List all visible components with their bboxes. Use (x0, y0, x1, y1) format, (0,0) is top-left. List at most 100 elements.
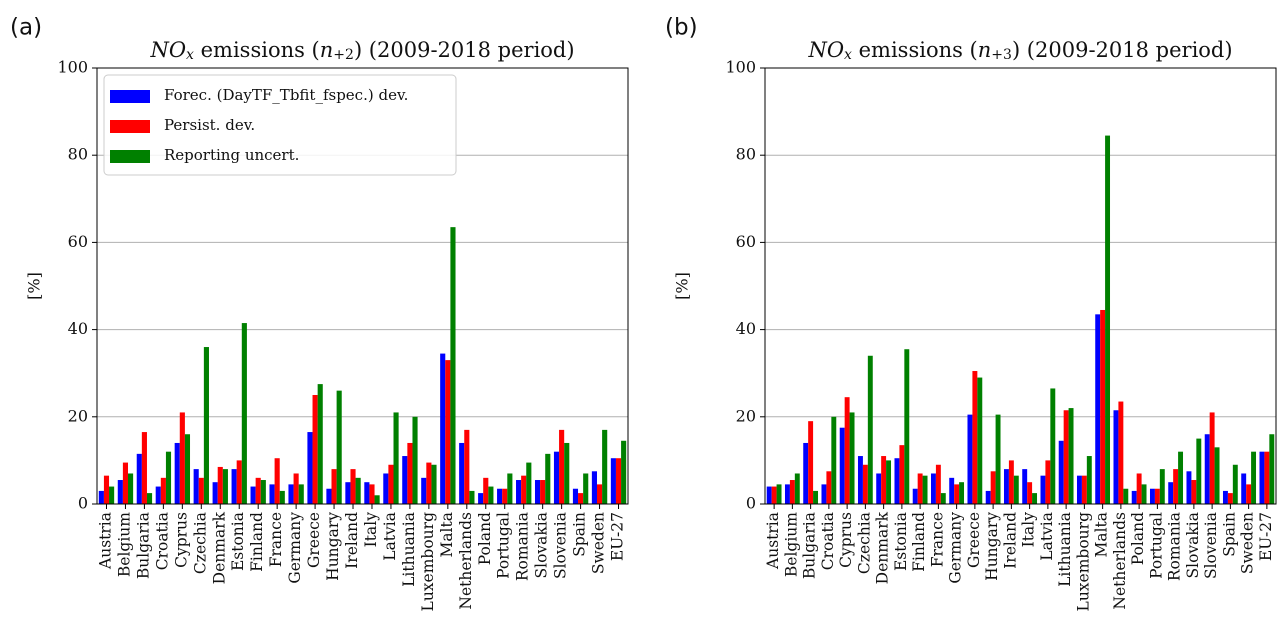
x-tick-label: Netherlands (457, 512, 475, 610)
x-tick-label: Bulgaria (134, 512, 152, 579)
bar (794, 473, 800, 504)
bar (326, 488, 332, 504)
bar (1241, 473, 1247, 504)
bar (1227, 493, 1233, 504)
x-tick-label: Germany (947, 512, 965, 584)
bar (808, 421, 814, 504)
bar (602, 429, 608, 504)
x-tick-label: Spain (571, 512, 589, 557)
x-tick-label: Malta (438, 512, 456, 558)
bar (146, 493, 153, 504)
bar (464, 429, 470, 504)
bar (917, 473, 923, 504)
bar (1222, 490, 1228, 504)
y-axis-label: [%] (25, 272, 44, 300)
bar (288, 484, 294, 504)
bar (521, 475, 527, 504)
bar (141, 432, 147, 504)
bar (583, 473, 589, 504)
bar (1058, 440, 1064, 504)
bar (766, 486, 772, 504)
legend-label: Reporting uncert. (164, 146, 299, 164)
panel-label: (a) (10, 15, 42, 41)
x-tick-label: Slovakia (1184, 512, 1202, 579)
bar (1095, 314, 1101, 504)
x-tick-label: Finland (910, 512, 928, 572)
bar (469, 490, 475, 504)
y-tick-label: 0 (78, 494, 88, 513)
bar (193, 469, 199, 504)
y-tick-label: 60 (68, 232, 88, 251)
bar (1086, 456, 1092, 504)
bar (445, 360, 451, 504)
bar (826, 471, 832, 504)
bar (331, 469, 337, 504)
bar (954, 484, 960, 504)
bar (784, 484, 790, 504)
bar (312, 395, 318, 504)
bar (803, 442, 809, 504)
bar (364, 482, 370, 504)
bar (572, 488, 579, 504)
bar (1136, 473, 1142, 504)
bar (904, 349, 910, 504)
bar (1100, 309, 1106, 504)
y-tick-label: 100 (725, 58, 756, 77)
legend-swatch (110, 90, 150, 103)
bar (771, 486, 777, 504)
bar (553, 451, 560, 504)
bar (203, 347, 209, 504)
bar (621, 440, 627, 504)
bar (821, 484, 827, 504)
plot-frame (96, 67, 629, 505)
bar (1159, 469, 1165, 504)
bar (516, 480, 522, 504)
bar (383, 473, 389, 504)
title-part: +3 (991, 47, 1012, 63)
bar (450, 227, 456, 504)
bar (345, 482, 351, 504)
bar (876, 473, 882, 504)
x-tick-label: Romania (1166, 512, 1184, 581)
bar (1027, 482, 1033, 504)
bar (1154, 488, 1160, 504)
bar (1178, 451, 1184, 504)
title-part: emissions ( (194, 38, 320, 62)
bar (1149, 488, 1155, 504)
title-part: NO (807, 38, 844, 62)
bar (839, 427, 845, 504)
bar (459, 442, 465, 504)
x-tick-label: Sweden (1239, 512, 1257, 574)
bar (534, 480, 541, 504)
x-tick-label: Czechia (855, 512, 873, 574)
bar (217, 466, 223, 504)
bar (502, 488, 508, 504)
x-tick-label: Luxembourg (419, 512, 437, 612)
bar (1050, 388, 1056, 504)
x-tick-label: Luxembourg (1074, 512, 1092, 612)
bar (160, 477, 166, 504)
y-axis-label: [%] (673, 272, 692, 300)
bar (307, 432, 313, 504)
y-tick-label: 40 (68, 319, 88, 338)
bar (857, 456, 863, 504)
x-tick-label: Belgium (115, 512, 133, 577)
bar (222, 469, 228, 504)
bar (540, 480, 546, 504)
bar (1269, 434, 1275, 504)
bar (1259, 451, 1265, 504)
x-tick-label: France (267, 512, 285, 567)
bar (912, 488, 918, 504)
bar (374, 495, 380, 504)
bar (990, 471, 996, 504)
bar (236, 460, 242, 504)
bar (179, 412, 185, 504)
bar (1003, 469, 1009, 504)
bar (1022, 469, 1028, 504)
x-tick-label: Croatia (819, 512, 837, 570)
y-tick-label: 60 (736, 232, 756, 251)
bar (894, 458, 900, 504)
bar (317, 384, 323, 504)
x-tick-label: Poland (1129, 512, 1147, 565)
